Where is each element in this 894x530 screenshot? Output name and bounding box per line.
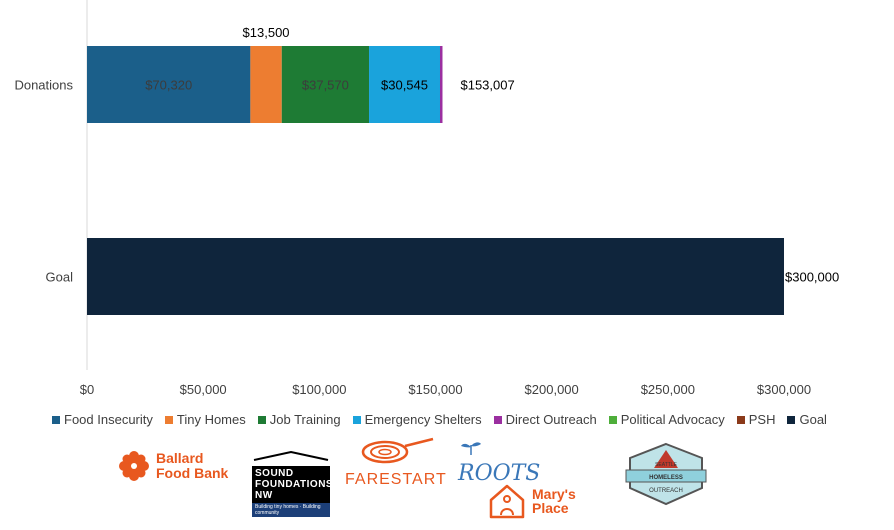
stacked-bar-chart: Donations Goal $70,320 $13,500 $37,570 $30,54… (14, 0, 839, 397)
legend-swatch (257, 415, 266, 424)
flower-icon (119, 451, 149, 481)
data-label-food-insecurity: $70,320 (145, 78, 192, 93)
x-tick-label: $150,000 (408, 382, 462, 397)
bar-job-training-donations[interactable] (281, 46, 370, 123)
legend-label: PSH (748, 412, 776, 427)
x-tick-label: $250,000 (641, 382, 695, 397)
sho-logo-line1: SEATTLE (655, 462, 678, 468)
bar-goal-goal[interactable] (87, 238, 784, 315)
legend-swatch (493, 415, 502, 424)
sound-logo-line2: FOUNDATIONS NW (255, 479, 334, 501)
legend-label: Job Training (269, 412, 341, 427)
legend-item-political-advocacy[interactable]: Political Advocacy (608, 412, 725, 427)
legend-swatch (736, 415, 745, 424)
legend-label: Direct Outreach (505, 412, 597, 427)
seattle-homeless-outreach-logo: SEATTLE HOMELESS OUTREACH (625, 442, 707, 506)
marys-logo-line2: Place (532, 500, 569, 516)
bar-direct-outreach-donations[interactable] (439, 46, 443, 123)
farestart-logo-text: FARESTART (345, 471, 447, 488)
sound-logo-line1: SOUND (255, 468, 294, 479)
ballard-food-bank-logo: Ballard Food Bank (118, 450, 228, 482)
x-tick-label: $300,000 (757, 382, 811, 397)
roots-logo-text: ROOTS (458, 461, 541, 486)
ballard-logo-line1: Ballard (156, 450, 204, 466)
data-label-goal: $300,000 (785, 270, 839, 285)
legend-swatch (787, 415, 796, 424)
roof-icon (253, 450, 329, 461)
chart-legend: Food Insecurity Tiny Homes Job Training Eme… (52, 412, 827, 427)
legend-item-direct-outreach[interactable]: Direct Outreach (493, 412, 597, 427)
x-tick-label: $50,000 (180, 382, 227, 397)
x-tick-label: $0 (80, 382, 94, 397)
legend-label: Emergency Shelters (364, 412, 482, 427)
total-label-donations: $153,007 (460, 78, 514, 93)
legend-swatch (352, 415, 361, 424)
legend-label: Tiny Homes (176, 412, 246, 427)
legend-item-psh[interactable]: PSH (736, 412, 776, 427)
legend-label: Political Advocacy (620, 412, 725, 427)
legend-swatch (52, 415, 60, 424)
data-label-emergency-shelters: $30,545 (381, 78, 428, 93)
sho-logo-line3: OUTREACH (649, 488, 683, 494)
category-label-donations: Donations (14, 78, 73, 93)
sho-logo-line2: HOMELESS (649, 475, 683, 481)
pan-icon (361, 437, 434, 464)
house-icon (489, 484, 525, 519)
x-tick-label: $100,000 (292, 382, 346, 397)
legend-item-goal[interactable]: Goal (787, 412, 827, 427)
legend-swatch (164, 415, 173, 424)
ballard-logo-line2: Food Bank (156, 465, 229, 481)
sound-foundations-logo: SOUND FOUNDATIONS NW Building tiny homes… (252, 448, 334, 517)
bar-tiny-homes-donations[interactable] (250, 46, 282, 123)
legend-item-food-insecurity[interactable]: Food Insecurity (52, 412, 153, 427)
marys-place-logo: Mary's Place (488, 483, 576, 519)
bar-emergency-shelters-donations[interactable] (369, 46, 440, 123)
category-label-goal: Goal (46, 270, 74, 285)
legend-label: Food Insecurity (64, 412, 153, 427)
legend-label: Goal (799, 412, 827, 427)
data-label-tiny-homes: $13,500 (243, 25, 290, 40)
sprout-icon (461, 442, 481, 456)
legend-swatch (608, 415, 617, 424)
legend-item-job-training[interactable]: Job Training (257, 412, 341, 427)
legend-item-tiny-homes[interactable]: Tiny Homes (164, 412, 246, 427)
bar-food-insecurity-donations[interactable] (87, 46, 251, 123)
legend-item-emergency-shelters[interactable]: Emergency Shelters (352, 412, 482, 427)
sound-logo-tagline: Building tiny homes · Building community (252, 503, 330, 517)
data-label-job-training: $37,570 (302, 78, 349, 93)
roots-logo: ROOTS (458, 436, 540, 486)
farestart-logo: FARESTART (345, 436, 447, 489)
x-tick-label: $200,000 (525, 382, 579, 397)
marys-logo-line1: Mary's (532, 486, 576, 502)
